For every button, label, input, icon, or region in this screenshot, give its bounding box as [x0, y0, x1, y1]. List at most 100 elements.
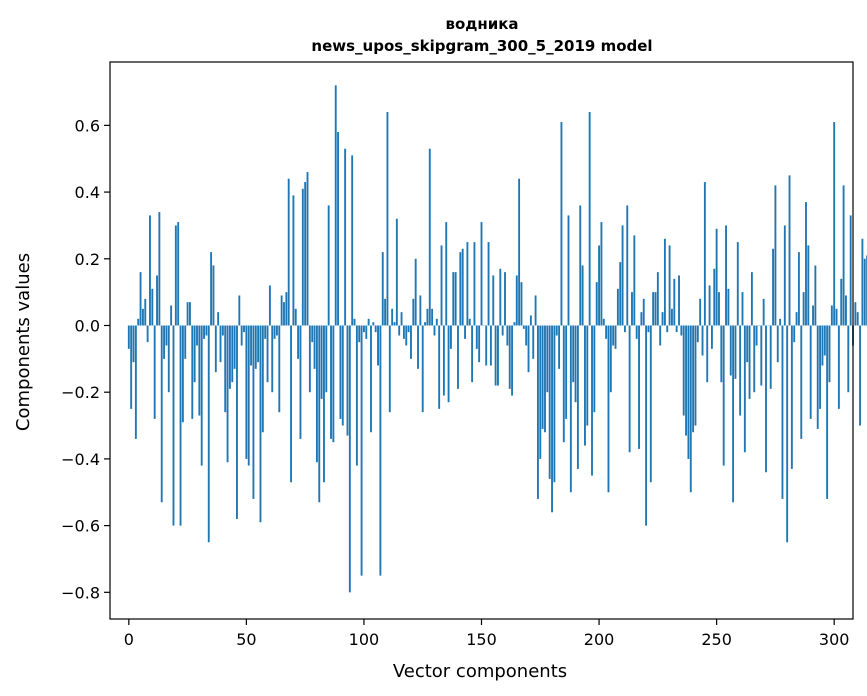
bar-component-86 — [330, 325, 332, 439]
y-tick-label: 0.0 — [75, 316, 100, 335]
bar-component-70 — [292, 195, 295, 326]
bar-component-191 — [576, 325, 579, 469]
bar-component-228 — [663, 238, 666, 326]
bar-component-133 — [440, 245, 443, 326]
bar-component-287 — [802, 292, 805, 326]
bar-component-238 — [687, 325, 690, 459]
bar-component-300 — [833, 122, 836, 326]
bar-component-167 — [520, 282, 523, 326]
bar-component-89 — [337, 132, 340, 326]
bar-component-152 — [485, 325, 488, 366]
bar-component-286 — [800, 325, 803, 439]
bar-component-217 — [638, 325, 640, 449]
bar-component-98 — [358, 325, 361, 343]
bar-component-180 — [551, 325, 553, 513]
bar-component-257 — [732, 325, 735, 503]
bar-component-223 — [652, 292, 655, 326]
bar-component-136 — [447, 325, 450, 403]
y-tick-label: −0.6 — [61, 517, 100, 536]
bar-component-103 — [370, 325, 372, 433]
bar-component-232 — [673, 278, 676, 326]
bar-component-130 — [433, 325, 436, 336]
bar-component-288 — [805, 202, 807, 326]
bar-component-52 — [250, 325, 253, 366]
bar-component-270 — [762, 298, 765, 326]
bar-component-81 — [318, 325, 321, 503]
bar-component-311 — [859, 325, 861, 426]
chart-title-line1: водника — [445, 15, 518, 33]
bar-component-202 — [602, 318, 605, 326]
bar-component-193 — [581, 265, 584, 326]
bar-component-105 — [374, 325, 377, 333]
bar-component-189 — [572, 325, 575, 383]
bar-component-313 — [863, 258, 866, 326]
bar-component-194 — [584, 325, 586, 446]
bar-component-80 — [315, 325, 318, 463]
bar-component-244 — [701, 325, 704, 356]
bar-component-119 — [407, 325, 410, 333]
bar-component-174 — [536, 325, 539, 499]
bar-component-55 — [257, 325, 260, 363]
bar-component-68 — [287, 178, 290, 326]
chart-title-line2: news_upos_skipgram_300_5_2019 model — [311, 37, 652, 55]
bar-component-15 — [163, 325, 166, 359]
bar-component-46 — [236, 325, 238, 519]
bar-component-200 — [598, 245, 601, 326]
bar-component-285 — [797, 252, 800, 326]
bar-component-149 — [478, 325, 481, 363]
bar-component-125 — [421, 325, 424, 413]
x-tick-label: 200 — [584, 630, 615, 649]
y-axis-label: Components values — [13, 253, 34, 431]
bar-component-177 — [544, 325, 546, 433]
x-tick-label: 250 — [701, 630, 732, 649]
bar-component-131 — [435, 318, 438, 326]
bar-component-135 — [445, 222, 448, 326]
bar-component-204 — [607, 325, 610, 493]
bar-component-25 — [186, 302, 189, 326]
bar-component-267 — [755, 325, 758, 346]
bar-component-293 — [816, 325, 819, 429]
bar-component-62 — [273, 325, 276, 339]
bar-component-6 — [141, 308, 144, 326]
bar-component-115 — [398, 325, 401, 336]
bar-component-3 — [134, 325, 137, 439]
bar-component-254 — [725, 225, 727, 326]
bar-component-181 — [553, 325, 556, 483]
bar-component-84 — [325, 325, 328, 393]
bar-component-183 — [558, 325, 561, 369]
bar-component-245 — [703, 182, 706, 326]
bar-component-134 — [442, 325, 445, 396]
bar-component-85 — [327, 205, 330, 326]
bar-component-155 — [492, 275, 495, 326]
bar-component-42 — [226, 325, 229, 463]
bar-component-93 — [346, 325, 349, 436]
bar-component-67 — [285, 292, 288, 326]
bar-component-73 — [299, 325, 302, 439]
bar-component-255 — [727, 288, 730, 326]
bar-component-92 — [344, 148, 347, 326]
bar-component-27 — [191, 325, 194, 419]
bar-component-221 — [647, 325, 650, 333]
bar-component-33 — [205, 325, 208, 336]
bar-component-139 — [454, 272, 457, 326]
bar-component-47 — [238, 295, 241, 326]
bar-component-192 — [579, 205, 582, 326]
bar-component-17 — [167, 325, 170, 393]
bar-component-302 — [837, 325, 840, 409]
bar-component-215 — [633, 235, 636, 326]
bar-component-39 — [219, 325, 222, 363]
bar-component-50 — [245, 325, 248, 459]
bar-component-312 — [861, 238, 864, 326]
bar-component-129 — [431, 308, 434, 326]
y-tick-label: −0.8 — [61, 583, 100, 602]
bars-group — [127, 85, 867, 593]
bar-component-176 — [541, 325, 544, 429]
bar-component-227 — [661, 312, 664, 326]
bar-component-256 — [729, 325, 732, 376]
bar-component-295 — [821, 325, 824, 366]
bar-component-229 — [666, 325, 669, 333]
bar-component-61 — [271, 325, 274, 393]
bar-component-216 — [635, 325, 638, 339]
bar-component-275 — [774, 185, 777, 326]
bar-component-1 — [130, 325, 133, 409]
